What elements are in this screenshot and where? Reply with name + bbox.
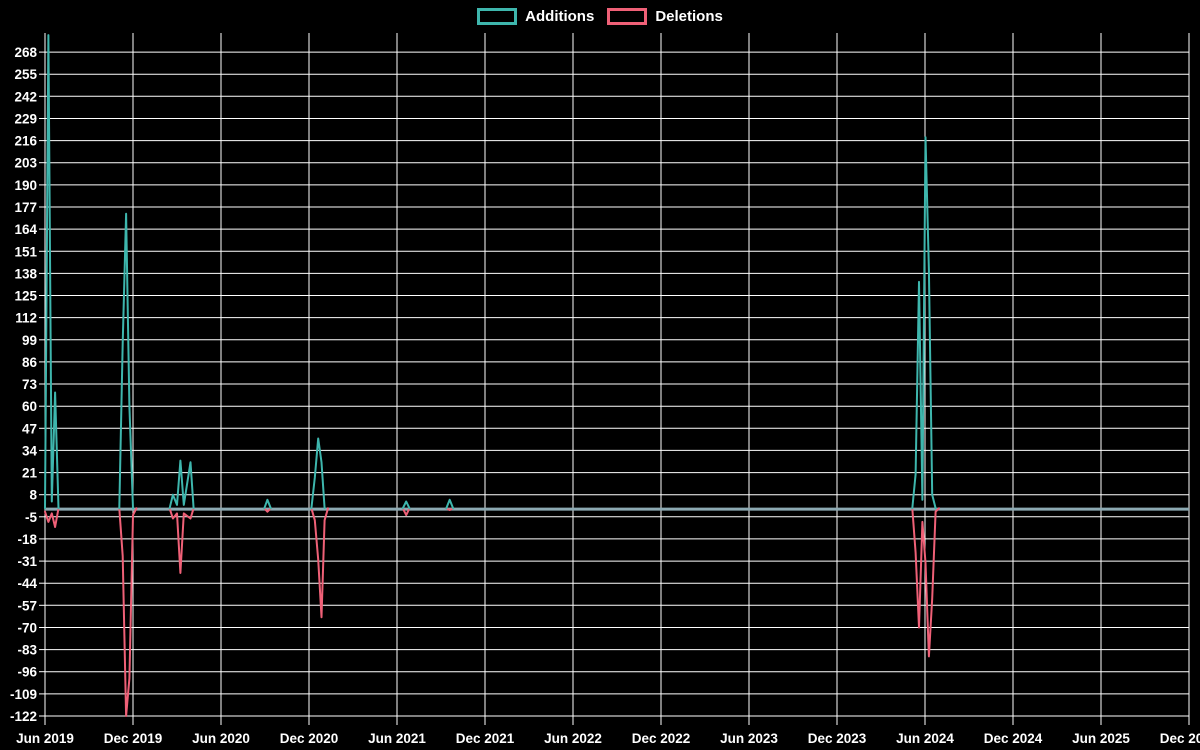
x-tick-label: Jun 2022 xyxy=(544,731,602,746)
additions-label: Additions xyxy=(525,8,595,25)
y-tick-label: 34 xyxy=(22,443,38,458)
y-tick-label: 255 xyxy=(14,67,37,82)
y-tick-label: 229 xyxy=(14,112,37,127)
series-additions-path xyxy=(401,500,411,510)
legend-item-additions[interactable]: Additions xyxy=(477,8,594,25)
series-deletions-path xyxy=(445,507,455,511)
y-tick-label: -18 xyxy=(17,532,37,547)
deletions-swatch-icon xyxy=(607,8,648,25)
legend: Additions Deletions xyxy=(0,8,1200,25)
x-tick-label: Jun 2024 xyxy=(896,731,954,746)
series-additions-path xyxy=(310,437,326,510)
series-additions-path xyxy=(911,136,937,510)
additions-swatch-icon xyxy=(477,8,518,25)
x-tick-label: Dec 2024 xyxy=(984,731,1043,746)
y-tick-label: -83 xyxy=(17,643,37,658)
y-tick-label: 47 xyxy=(22,421,37,436)
y-tick-label: 112 xyxy=(15,311,37,326)
deletions-label: Deletions xyxy=(655,8,723,25)
y-tick-label: -57 xyxy=(17,598,37,613)
y-tick-label: 21 xyxy=(22,466,38,481)
series-deletions-path xyxy=(168,507,195,574)
y-tick-label: 99 xyxy=(22,333,37,348)
x-tick-label: Jun 2019 xyxy=(16,731,74,746)
series-additions-path xyxy=(263,498,272,510)
series-deletions-path xyxy=(310,507,329,619)
y-tick-label: 151 xyxy=(14,244,37,259)
y-tick-label: 60 xyxy=(22,399,37,414)
series-deletions-path xyxy=(118,507,138,717)
y-tick-label: -122 xyxy=(10,709,37,724)
y-tick-label: 242 xyxy=(14,89,37,104)
series-deletions-path xyxy=(44,507,60,528)
series-additions-path xyxy=(168,459,195,510)
x-tick-label: Dec 2021 xyxy=(456,731,515,746)
y-tick-label: -96 xyxy=(17,665,37,680)
x-tick-label: Jun 2021 xyxy=(368,731,426,746)
series-deletions-path xyxy=(401,507,411,517)
y-tick-label: 138 xyxy=(14,266,37,281)
x-tick-label: Dec 2023 xyxy=(808,731,867,746)
series-additions-path xyxy=(445,498,455,510)
y-tick-label: -31 xyxy=(17,554,37,569)
y-tick-label: -5 xyxy=(25,510,37,525)
y-tick-label: 8 xyxy=(29,488,37,503)
series-deletions-path xyxy=(263,507,272,513)
y-tick-label: 190 xyxy=(14,178,37,193)
x-tick-label: Jun 2025 xyxy=(1072,731,1130,746)
y-tick-label: 86 xyxy=(22,355,38,370)
y-tick-label: -109 xyxy=(10,687,37,702)
series-additions-path xyxy=(118,212,134,510)
y-tick-label: 216 xyxy=(14,134,37,149)
y-tick-label: 125 xyxy=(14,289,37,304)
y-tick-label: -70 xyxy=(17,621,37,636)
y-tick-label: -44 xyxy=(17,576,37,591)
x-tick-label: Jun 2023 xyxy=(720,731,778,746)
y-tick-label: 73 xyxy=(22,377,38,392)
series-deletions-path xyxy=(911,507,940,658)
y-tick-label: 203 xyxy=(14,156,37,171)
x-tick-label: Dec 2025 xyxy=(1160,731,1200,746)
x-tick-label: Jun 2020 xyxy=(192,731,250,746)
legend-item-deletions[interactable]: Deletions xyxy=(607,8,723,25)
x-tick-label: Dec 2022 xyxy=(632,731,691,746)
x-tick-label: Dec 2020 xyxy=(280,731,339,746)
y-tick-label: 268 xyxy=(14,45,37,60)
y-tick-label: 177 xyxy=(14,200,37,215)
x-tick-label: Dec 2019 xyxy=(104,731,163,746)
y-tick-label: 164 xyxy=(14,222,37,237)
series-additions-path xyxy=(44,34,60,510)
